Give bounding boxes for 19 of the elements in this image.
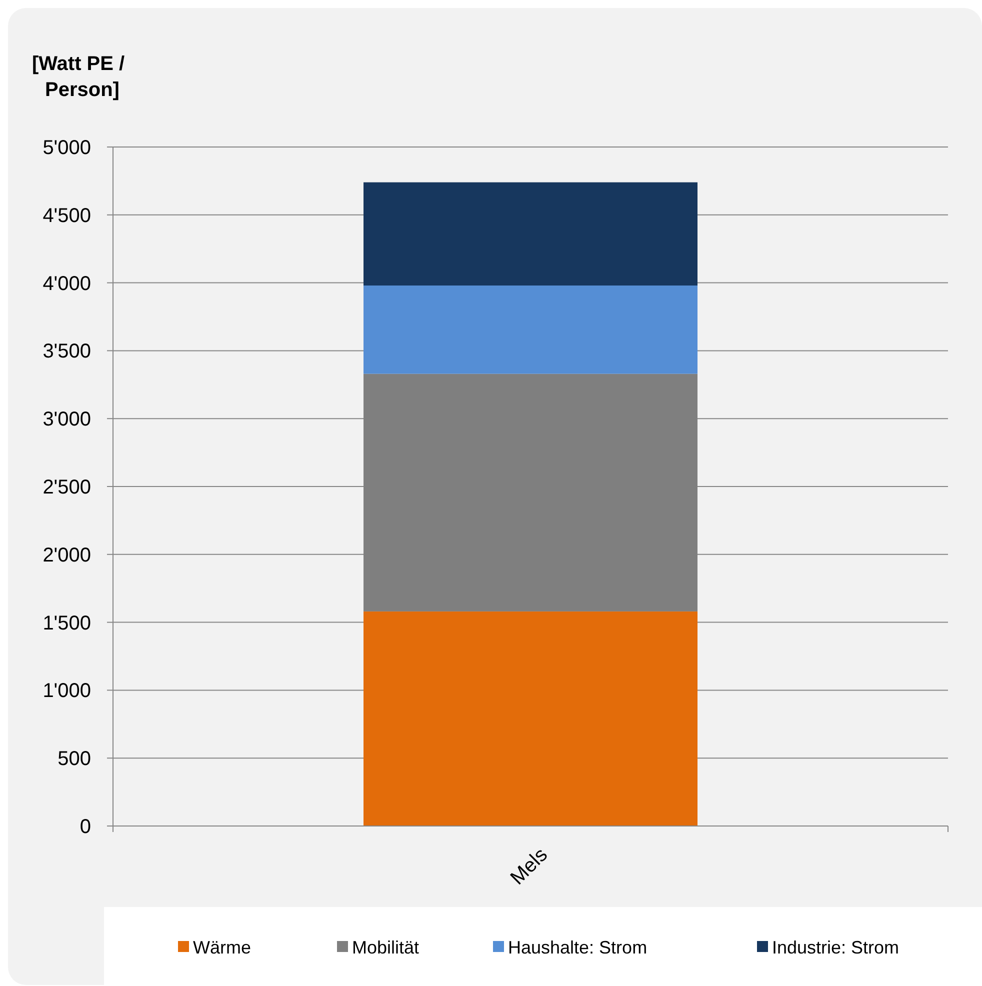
y-tick-label: 500 [58,748,91,770]
y-tick-label: 4'500 [42,204,91,227]
y-tick-label: 1'000 [42,680,91,702]
y-tick-label: 2'000 [42,544,91,566]
bar [364,286,698,374]
y-tick-label: 4'000 [42,272,91,295]
y-tick-label: 2'500 [42,476,91,498]
bar [364,611,698,826]
y-tick-label: 3'000 [42,408,91,431]
legend-label: Mobilität [352,937,420,958]
bar [364,182,698,286]
y-tick-label: 3'500 [42,340,91,363]
y-tick-label: 0 [80,816,91,838]
legend-label: Haushalte: Strom [508,937,648,958]
y-tick-label: 5'000 [42,137,91,159]
legend-label: Industrie: Strom [772,937,900,958]
legend-label: Wärme [193,937,251,958]
y-axis-title: [Watt PE / Person] [32,53,126,101]
y-tick-label: 1'500 [42,612,91,634]
